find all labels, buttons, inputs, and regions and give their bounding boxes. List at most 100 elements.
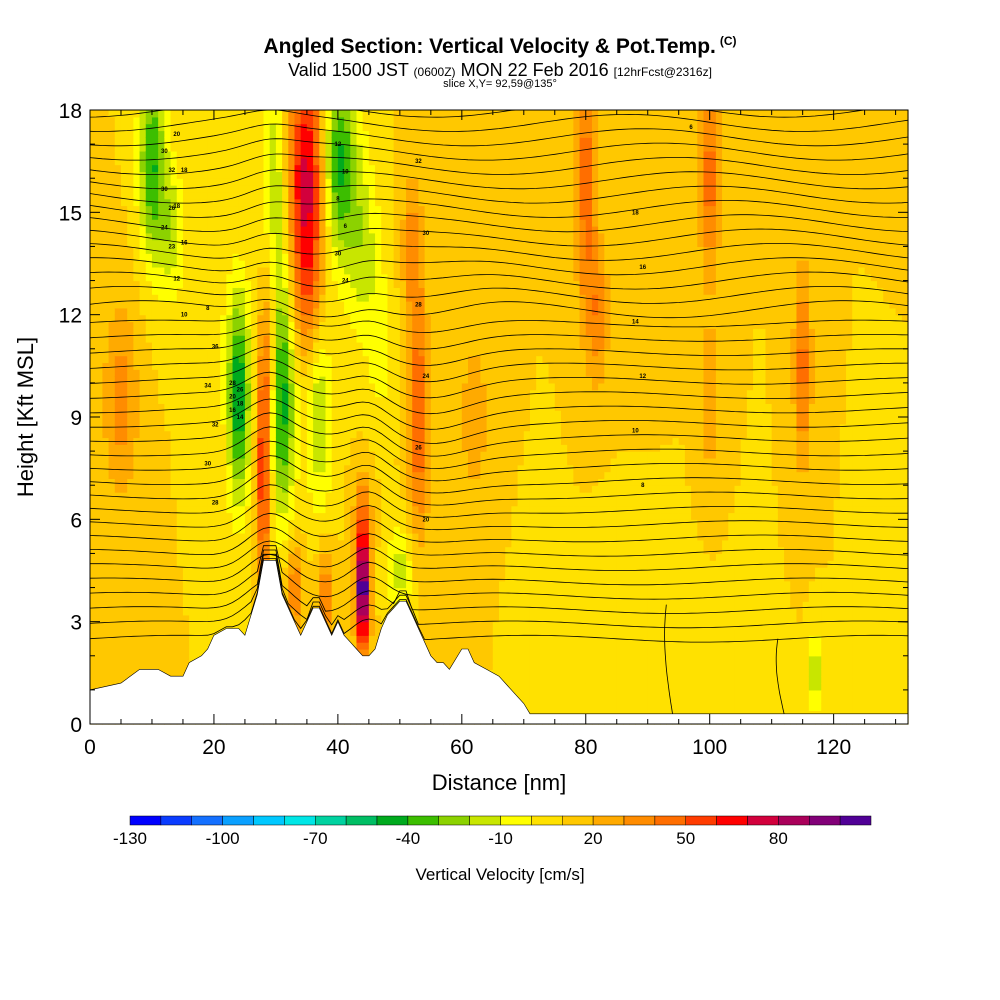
velocity-cell — [399, 341, 407, 350]
velocity-cell — [220, 451, 227, 459]
velocity-cell — [412, 273, 420, 282]
velocity-cell — [251, 144, 258, 152]
velocity-cell — [133, 130, 141, 138]
velocity-cell — [424, 430, 432, 439]
velocity-cell — [418, 198, 426, 207]
velocity-cell — [263, 246, 271, 254]
velocity-cell — [325, 321, 333, 329]
velocity-cell — [418, 539, 426, 548]
velocity-cell — [399, 573, 407, 582]
velocity-cell — [263, 396, 271, 404]
velocity-cell — [108, 389, 116, 398]
velocity-cell — [288, 389, 296, 398]
velocity-cell — [387, 185, 395, 193]
velocity-cell — [356, 171, 364, 179]
velocity-cell — [195, 628, 203, 636]
velocity-cell — [127, 485, 134, 493]
velocity-cell — [189, 457, 196, 466]
velocity-cell — [313, 417, 320, 425]
velocity-cell — [120, 389, 128, 398]
velocity-cell — [220, 273, 227, 282]
velocity-cell — [356, 116, 364, 125]
velocity-cell — [164, 335, 172, 343]
velocity-cell — [207, 301, 215, 309]
velocity-cell — [300, 430, 308, 439]
velocity-cell — [387, 164, 395, 172]
velocity-cell — [201, 505, 209, 514]
velocity-cell — [238, 417, 246, 425]
velocity-cell — [213, 451, 221, 459]
velocity-cell — [201, 601, 209, 609]
velocity-cell — [226, 110, 234, 118]
velocity-cell — [356, 492, 364, 500]
velocity-cell — [300, 417, 308, 425]
velocity-cell — [257, 437, 265, 445]
velocity-cell — [238, 580, 246, 589]
velocity-cell — [244, 417, 252, 425]
velocity-cell — [195, 273, 203, 282]
velocity-cell — [356, 389, 364, 398]
velocity-cell — [127, 396, 134, 404]
velocity-cell — [399, 178, 407, 186]
velocity-cell — [127, 287, 134, 295]
velocity-cell — [319, 110, 327, 118]
velocity-cell — [151, 219, 159, 227]
velocity-cell — [331, 444, 339, 452]
velocity-cell — [213, 362, 221, 370]
velocity-cell — [90, 608, 97, 616]
velocity-cell — [170, 580, 178, 589]
velocity-cell — [114, 273, 122, 282]
velocity-cell — [406, 144, 413, 152]
velocity-cell — [375, 198, 382, 207]
velocity-cell — [331, 212, 339, 220]
velocity-cell — [257, 417, 265, 425]
velocity-cell — [269, 539, 277, 548]
velocity-cell — [127, 150, 134, 159]
velocity-cell — [344, 239, 351, 248]
velocity-cell — [344, 601, 351, 609]
velocity-cell — [424, 232, 432, 241]
velocity-cell — [164, 648, 172, 657]
velocity-cell — [306, 321, 314, 329]
velocity-cell — [344, 505, 351, 514]
velocity-cell — [238, 260, 246, 268]
velocity-cell — [102, 628, 110, 636]
velocity-cell — [387, 560, 395, 568]
velocity-cell — [257, 348, 265, 357]
velocity-cell — [344, 246, 351, 254]
velocity-cell — [282, 430, 289, 439]
velocity-cell — [108, 594, 116, 602]
velocity-cell — [139, 655, 147, 664]
velocity-cell — [90, 655, 97, 664]
velocity-cell — [306, 526, 314, 534]
velocity-cell — [189, 464, 196, 473]
velocity-cell — [213, 355, 221, 364]
velocity-cell — [220, 362, 227, 370]
velocity-cell — [176, 335, 184, 343]
velocity-cell — [164, 389, 172, 398]
velocity-cell — [207, 628, 215, 636]
velocity-cell — [164, 471, 172, 479]
velocity-cell — [418, 157, 426, 166]
velocity-cell — [294, 410, 302, 418]
velocity-cell — [275, 266, 283, 275]
velocity-cell — [201, 301, 209, 309]
velocity-cell — [406, 294, 413, 302]
velocity-cell — [269, 457, 277, 466]
velocity-cell — [108, 328, 116, 336]
velocity-cell — [412, 382, 420, 391]
velocity-cell — [232, 553, 240, 561]
velocity-cell — [96, 287, 103, 295]
velocity-cell — [139, 628, 147, 636]
velocity-cell — [176, 239, 184, 248]
velocity-cell — [368, 328, 376, 336]
velocity-cell — [201, 328, 209, 336]
velocity-cell — [139, 178, 147, 186]
velocity-cell — [263, 532, 271, 541]
velocity-cell — [375, 451, 382, 459]
velocity-cell — [170, 621, 178, 630]
velocity-cell — [244, 335, 252, 343]
velocity-cell — [275, 437, 283, 445]
velocity-cell — [337, 198, 345, 207]
velocity-cell — [381, 150, 389, 159]
